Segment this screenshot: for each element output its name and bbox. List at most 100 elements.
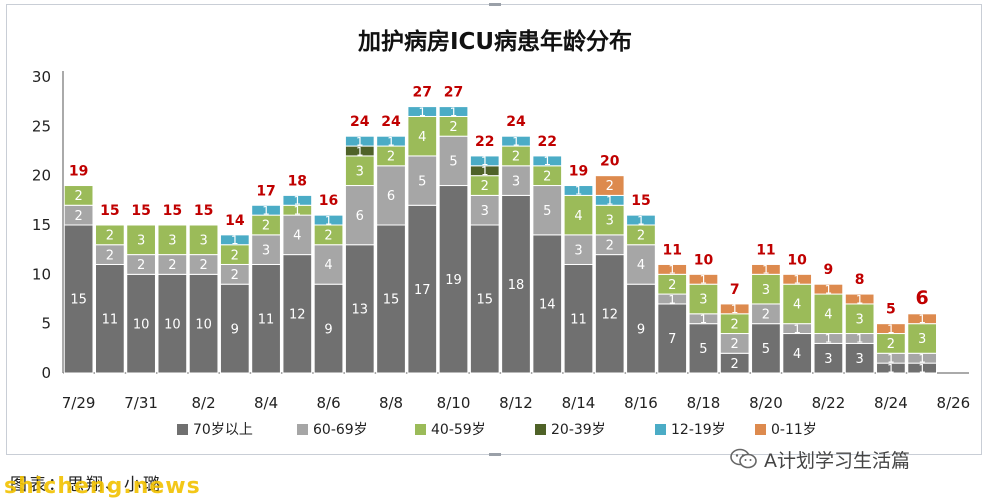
data-label: 1 (356, 134, 364, 148)
total-label: 24 (506, 114, 526, 130)
data-label: 2 (731, 317, 739, 332)
data-label: 1 (512, 134, 520, 148)
data-label: 3 (918, 332, 926, 347)
bar-segment (313, 244, 344, 285)
legend-swatch (535, 424, 546, 435)
data-label: 1 (918, 361, 926, 375)
bar-segment (594, 204, 625, 236)
bar-segment (907, 313, 938, 325)
data-label: 3 (512, 174, 520, 189)
bar-segment (876, 323, 906, 335)
data-label: 11 (570, 312, 587, 327)
site-watermark: shicheng.news (4, 474, 201, 499)
data-label: 4 (574, 209, 582, 224)
wechat-account-name: A计划学习生活篇 (764, 449, 910, 472)
data-label: 1 (668, 263, 676, 277)
data-label: 2 (106, 229, 114, 244)
bar-segment (94, 263, 125, 374)
data-label: 1 (856, 332, 864, 346)
bar-segment (782, 273, 813, 285)
x-tick-label: 8/18 (687, 394, 721, 412)
bar-segment (469, 224, 500, 374)
data-label: 3 (481, 204, 489, 219)
data-label: 3 (262, 243, 270, 258)
chart-title: 加护病房ICU病患年龄分布 (357, 28, 632, 55)
data-label: 6 (387, 189, 395, 204)
data-label: 12 (601, 307, 618, 322)
chart-credit: 图表：思翔、小璐 (10, 475, 162, 495)
data-label: 1 (294, 194, 302, 208)
data-label: 12 (289, 307, 306, 322)
bar-segment (501, 135, 531, 147)
data-label: 2 (887, 337, 895, 352)
data-label: 13 (352, 303, 369, 318)
resize-handle-bottom[interactable] (489, 453, 501, 456)
bar-segment (407, 155, 438, 206)
data-label: 3 (824, 352, 832, 367)
data-label: 6 (356, 209, 364, 224)
total-label: 22 (537, 134, 556, 150)
total-label: 15 (163, 203, 182, 219)
data-label: 2 (231, 268, 239, 283)
bar-segment (626, 283, 656, 374)
bar-segment (376, 135, 406, 147)
legend-label: 40-59岁 (431, 422, 486, 438)
legend-swatch (297, 424, 308, 435)
data-label: 5 (762, 342, 770, 357)
bar-segment (126, 224, 156, 256)
total-label: 8 (855, 272, 865, 288)
y-tick-label: 20 (32, 167, 51, 185)
bar-segment (813, 293, 844, 335)
data-label: 2 (262, 219, 270, 234)
bar-segment (751, 323, 781, 374)
y-tick-label: 25 (32, 117, 51, 135)
resize-handle-top[interactable] (489, 3, 501, 6)
data-label: 1 (700, 312, 708, 326)
x-tick-label: 8/4 (254, 394, 278, 412)
total-label: 7 (730, 282, 740, 298)
bar-segment (313, 214, 344, 226)
data-label: 1 (481, 154, 489, 168)
data-label: 4 (637, 258, 645, 273)
chart-frame: 加护病房ICU病患年龄分布 0 5 10 15 20 25 30 15 2 2 19 7/29 11 2 2 1… (6, 3, 982, 456)
x-tick-label: 7/31 (124, 394, 158, 412)
legend-swatch (415, 424, 426, 435)
bar-segment (813, 342, 844, 374)
data-label: 2 (731, 337, 739, 352)
bar-segment (751, 263, 781, 275)
data-label: 1 (700, 273, 708, 287)
bar-segment (188, 273, 219, 374)
legend-swatch (755, 424, 766, 435)
total-label: 22 (475, 134, 494, 150)
data-label: 1 (668, 292, 676, 306)
bar-segment (251, 204, 281, 216)
data-label: 2 (449, 120, 457, 135)
bar-segment (251, 263, 281, 374)
data-label: 1 (825, 332, 833, 346)
data-label: 2 (74, 209, 82, 224)
bar-segment (563, 263, 594, 374)
bar-segment (219, 234, 250, 246)
data-label: 15 (70, 293, 87, 308)
wechat-brand: A计划学习生活篇 (730, 446, 910, 472)
data-label: 1 (887, 361, 895, 375)
data-label: 1 (856, 292, 864, 306)
bar-segment (344, 135, 375, 147)
x-tick-label: 8/22 (812, 394, 846, 412)
total-label: 27 (444, 85, 463, 101)
data-label: 2 (74, 189, 82, 204)
bar-segment (719, 303, 750, 315)
data-label: 9 (324, 322, 332, 337)
bar-segment (376, 165, 406, 226)
data-label: 1 (887, 322, 895, 336)
x-tick-label: 8/20 (749, 394, 783, 412)
x-tick-label: 7/29 (62, 394, 96, 412)
legend-label: 0-11岁 (771, 422, 817, 438)
data-label: 1 (637, 213, 645, 227)
total-label: 15 (131, 203, 150, 219)
total-label: 15 (631, 193, 650, 209)
bar-segment (157, 273, 188, 374)
data-label: 2 (387, 150, 395, 165)
bar-segment (407, 106, 438, 117)
data-label: 2 (637, 229, 645, 244)
